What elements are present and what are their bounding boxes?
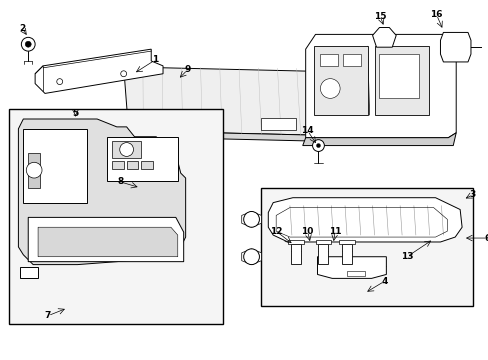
Bar bbox=[346, 270, 364, 276]
Text: 8: 8 bbox=[117, 177, 123, 186]
Polygon shape bbox=[342, 244, 351, 264]
Bar bbox=[107, 137, 178, 181]
Text: 4: 4 bbox=[381, 277, 387, 286]
Text: 11: 11 bbox=[328, 227, 341, 236]
Bar bbox=[374, 46, 428, 115]
Polygon shape bbox=[302, 133, 455, 145]
Text: 10: 10 bbox=[301, 227, 313, 236]
Circle shape bbox=[25, 41, 31, 47]
Polygon shape bbox=[372, 27, 395, 47]
Text: 6: 6 bbox=[484, 234, 488, 243]
Bar bbox=[112, 161, 123, 169]
Bar bbox=[9, 109, 223, 324]
Bar bbox=[141, 161, 153, 169]
Bar bbox=[320, 54, 338, 66]
Polygon shape bbox=[315, 240, 330, 244]
Text: 5: 5 bbox=[72, 109, 79, 118]
Circle shape bbox=[316, 144, 320, 148]
Polygon shape bbox=[287, 240, 303, 244]
Text: 2: 2 bbox=[19, 24, 25, 33]
Bar bbox=[261, 188, 472, 306]
Text: 14: 14 bbox=[301, 126, 313, 135]
Circle shape bbox=[312, 140, 324, 152]
Circle shape bbox=[243, 249, 259, 265]
Polygon shape bbox=[38, 227, 178, 257]
Bar bbox=[20, 266, 38, 278]
Polygon shape bbox=[318, 244, 327, 264]
Polygon shape bbox=[28, 153, 40, 188]
Bar bbox=[112, 141, 141, 158]
Polygon shape bbox=[241, 249, 261, 265]
Polygon shape bbox=[126, 131, 340, 141]
Polygon shape bbox=[19, 119, 185, 265]
Text: 9: 9 bbox=[184, 65, 190, 74]
Bar bbox=[23, 129, 87, 203]
Polygon shape bbox=[339, 240, 354, 244]
Bar bbox=[379, 54, 418, 98]
Polygon shape bbox=[317, 257, 386, 278]
Polygon shape bbox=[35, 49, 163, 94]
Text: 1: 1 bbox=[152, 55, 158, 64]
Text: 15: 15 bbox=[373, 12, 386, 21]
Bar bbox=[126, 161, 138, 169]
Text: 3: 3 bbox=[469, 190, 475, 199]
Bar bbox=[343, 54, 360, 66]
Polygon shape bbox=[123, 67, 340, 136]
Circle shape bbox=[21, 37, 35, 51]
Polygon shape bbox=[268, 198, 461, 242]
Circle shape bbox=[243, 211, 259, 227]
Text: 7: 7 bbox=[44, 311, 51, 320]
Polygon shape bbox=[28, 217, 183, 262]
Bar bbox=[313, 46, 367, 115]
Text: 13: 13 bbox=[400, 252, 412, 261]
Circle shape bbox=[121, 71, 126, 77]
Circle shape bbox=[57, 79, 62, 85]
Text: 16: 16 bbox=[429, 10, 442, 19]
Polygon shape bbox=[241, 211, 261, 227]
Polygon shape bbox=[440, 32, 470, 62]
Circle shape bbox=[320, 79, 340, 98]
Polygon shape bbox=[290, 244, 300, 264]
Bar bbox=[261, 118, 295, 130]
Text: 12: 12 bbox=[269, 227, 282, 236]
Circle shape bbox=[26, 162, 42, 178]
Polygon shape bbox=[305, 35, 455, 138]
Circle shape bbox=[120, 143, 133, 156]
